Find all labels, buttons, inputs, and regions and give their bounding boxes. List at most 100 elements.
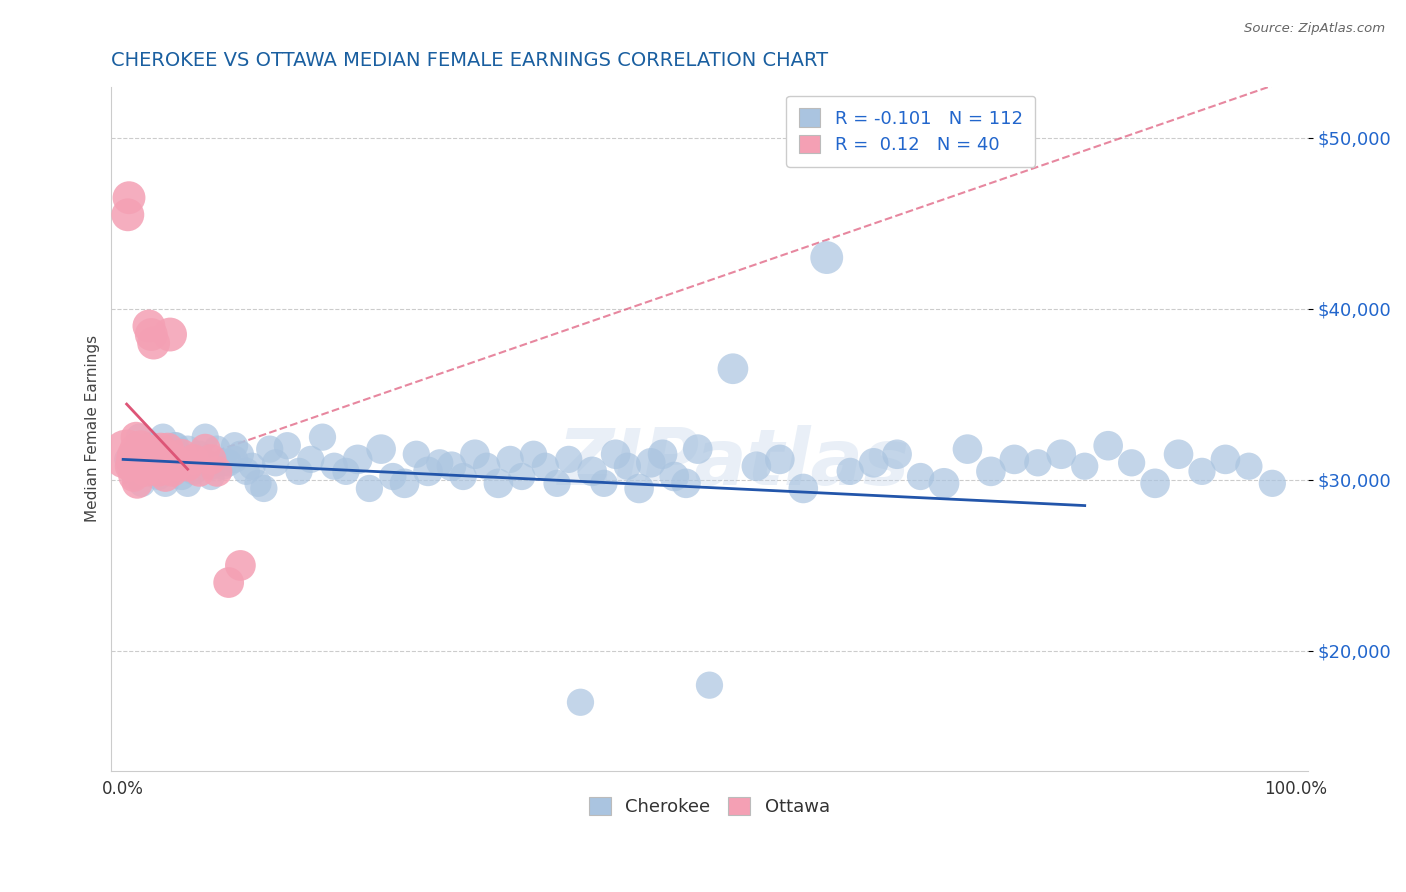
Point <box>1121 456 1143 470</box>
Point <box>170 447 193 461</box>
Point <box>149 442 172 457</box>
Point <box>188 447 211 461</box>
Point <box>218 456 240 470</box>
Point <box>153 464 176 478</box>
Point <box>288 464 311 478</box>
Point <box>166 459 188 474</box>
Point <box>675 476 697 491</box>
Point <box>522 447 544 461</box>
Point <box>131 476 153 491</box>
Point <box>640 456 662 470</box>
Point <box>142 459 165 474</box>
Point <box>142 336 165 351</box>
Point <box>346 452 368 467</box>
Point <box>440 459 463 474</box>
Point <box>115 447 138 461</box>
Point <box>229 447 252 461</box>
Point <box>558 452 581 467</box>
Point <box>1002 452 1025 467</box>
Point <box>162 452 184 467</box>
Point <box>224 452 246 467</box>
Point <box>169 447 191 461</box>
Point <box>117 208 139 222</box>
Point <box>394 476 416 491</box>
Point <box>405 447 427 461</box>
Point <box>132 459 155 474</box>
Point <box>839 464 862 478</box>
Point <box>229 558 252 573</box>
Point <box>125 430 148 444</box>
Point <box>155 476 177 491</box>
Point <box>593 476 616 491</box>
Point <box>138 452 160 467</box>
Point <box>127 476 149 491</box>
Point <box>224 439 246 453</box>
Point <box>264 456 287 470</box>
Point <box>121 447 143 461</box>
Point <box>1191 464 1213 478</box>
Point <box>194 430 217 444</box>
Y-axis label: Median Female Earnings: Median Female Earnings <box>86 335 100 522</box>
Point <box>120 452 142 467</box>
Point <box>464 447 486 461</box>
Point <box>311 430 333 444</box>
Point <box>910 469 932 483</box>
Point <box>128 430 150 444</box>
Point <box>980 464 1002 478</box>
Point <box>121 447 143 461</box>
Point <box>429 456 451 470</box>
Point <box>148 469 170 483</box>
Point <box>152 447 174 461</box>
Point <box>745 459 768 474</box>
Point <box>135 442 157 457</box>
Point <box>141 452 163 467</box>
Point <box>128 459 150 474</box>
Point <box>145 447 167 461</box>
Point <box>159 464 181 478</box>
Point <box>370 442 392 457</box>
Point <box>159 327 181 342</box>
Point <box>145 452 167 467</box>
Point <box>163 452 186 467</box>
Point <box>127 447 149 461</box>
Point <box>792 482 814 496</box>
Point <box>200 452 222 467</box>
Point <box>486 476 509 491</box>
Point <box>135 464 157 478</box>
Point <box>862 456 884 470</box>
Point <box>276 439 298 453</box>
Point <box>155 469 177 483</box>
Point <box>117 452 139 467</box>
Point <box>176 442 198 457</box>
Point <box>956 442 979 457</box>
Point <box>218 575 240 590</box>
Point <box>359 482 381 496</box>
Point <box>163 439 186 453</box>
Point <box>122 469 145 483</box>
Point <box>1050 447 1073 461</box>
Point <box>127 442 149 457</box>
Point <box>699 678 721 692</box>
Point <box>183 452 205 467</box>
Point <box>205 464 228 478</box>
Point <box>569 695 592 709</box>
Point <box>162 464 184 478</box>
Point <box>129 442 152 457</box>
Point <box>246 476 269 491</box>
Point <box>886 447 908 461</box>
Point <box>235 464 257 478</box>
Point <box>664 469 686 483</box>
Point <box>118 191 141 205</box>
Legend: Cherokee, Ottawa: Cherokee, Ottawa <box>582 789 837 823</box>
Point <box>1215 452 1237 467</box>
Point <box>451 469 474 483</box>
Point <box>149 442 172 457</box>
Text: CHEROKEE VS OTTAWA MEDIAN FEMALE EARNINGS CORRELATION CHART: CHEROKEE VS OTTAWA MEDIAN FEMALE EARNING… <box>111 51 828 70</box>
Point <box>1073 459 1095 474</box>
Point <box>581 464 603 478</box>
Point <box>188 464 211 478</box>
Point <box>129 439 152 453</box>
Point <box>299 452 322 467</box>
Point <box>1144 476 1167 491</box>
Point <box>546 476 568 491</box>
